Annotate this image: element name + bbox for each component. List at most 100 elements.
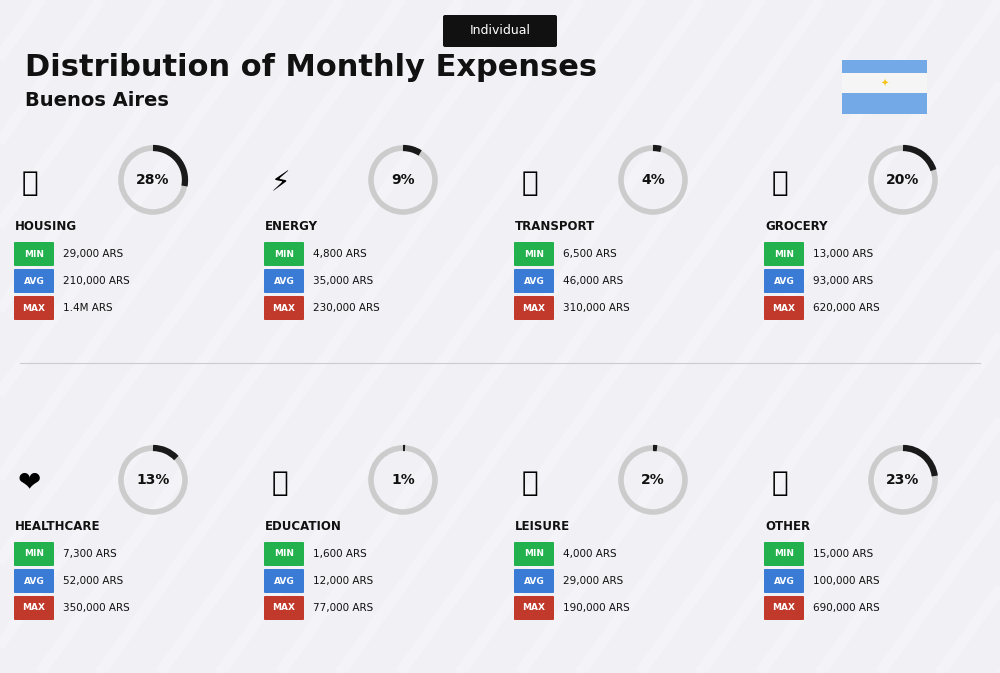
Text: 4%: 4%: [641, 173, 665, 187]
FancyBboxPatch shape: [514, 269, 554, 293]
Text: AVG: AVG: [274, 577, 294, 586]
Text: 6,500 ARS: 6,500 ARS: [563, 249, 617, 259]
Text: 77,000 ARS: 77,000 ARS: [313, 603, 373, 613]
Text: EDUCATION: EDUCATION: [265, 520, 342, 532]
Text: 13%: 13%: [136, 473, 170, 487]
Text: 1,600 ARS: 1,600 ARS: [313, 549, 367, 559]
FancyBboxPatch shape: [764, 242, 804, 266]
FancyBboxPatch shape: [514, 596, 554, 620]
FancyBboxPatch shape: [14, 596, 54, 620]
Text: Buenos Aires: Buenos Aires: [25, 92, 169, 110]
FancyBboxPatch shape: [842, 94, 927, 114]
Text: 210,000 ARS: 210,000 ARS: [63, 276, 130, 286]
Text: AVG: AVG: [524, 577, 544, 586]
Text: TRANSPORT: TRANSPORT: [515, 219, 595, 232]
FancyBboxPatch shape: [842, 73, 927, 94]
FancyBboxPatch shape: [264, 269, 304, 293]
Text: 💰: 💰: [772, 469, 788, 497]
Text: AVG: AVG: [24, 577, 44, 586]
Text: MAX: MAX: [773, 304, 796, 312]
FancyBboxPatch shape: [764, 596, 804, 620]
Text: 7,300 ARS: 7,300 ARS: [63, 549, 117, 559]
Text: 350,000 ARS: 350,000 ARS: [63, 603, 130, 613]
Text: MIN: MIN: [24, 250, 44, 258]
Text: MAX: MAX: [272, 304, 296, 312]
Text: 29,000 ARS: 29,000 ARS: [563, 576, 623, 586]
Text: 46,000 ARS: 46,000 ARS: [563, 276, 623, 286]
Text: 35,000 ARS: 35,000 ARS: [313, 276, 373, 286]
Text: 310,000 ARS: 310,000 ARS: [563, 303, 630, 313]
Text: MIN: MIN: [774, 549, 794, 559]
FancyBboxPatch shape: [764, 296, 804, 320]
Text: 29,000 ARS: 29,000 ARS: [63, 249, 123, 259]
Text: MAX: MAX: [22, 604, 45, 612]
Text: 20%: 20%: [886, 173, 920, 187]
FancyBboxPatch shape: [264, 596, 304, 620]
FancyBboxPatch shape: [264, 296, 304, 320]
Text: 4,000 ARS: 4,000 ARS: [563, 549, 617, 559]
FancyBboxPatch shape: [514, 542, 554, 566]
Text: LEISURE: LEISURE: [515, 520, 570, 532]
Text: HEALTHCARE: HEALTHCARE: [15, 520, 100, 532]
Text: AVG: AVG: [774, 577, 794, 586]
FancyBboxPatch shape: [764, 269, 804, 293]
FancyBboxPatch shape: [14, 269, 54, 293]
Text: ⚡: ⚡: [270, 169, 290, 197]
Text: 23%: 23%: [886, 473, 920, 487]
FancyBboxPatch shape: [764, 569, 804, 593]
Text: 620,000 ARS: 620,000 ARS: [813, 303, 880, 313]
FancyBboxPatch shape: [764, 542, 804, 566]
Text: Individual: Individual: [470, 24, 530, 38]
Text: MIN: MIN: [524, 250, 544, 258]
FancyBboxPatch shape: [842, 60, 927, 81]
FancyBboxPatch shape: [14, 569, 54, 593]
FancyBboxPatch shape: [14, 542, 54, 566]
Text: MIN: MIN: [774, 250, 794, 258]
Text: AVG: AVG: [274, 277, 294, 285]
Text: OTHER: OTHER: [765, 520, 810, 532]
Text: MAX: MAX: [773, 604, 796, 612]
FancyBboxPatch shape: [514, 569, 554, 593]
Text: 100,000 ARS: 100,000 ARS: [813, 576, 880, 586]
FancyBboxPatch shape: [264, 542, 304, 566]
Text: 12,000 ARS: 12,000 ARS: [313, 576, 373, 586]
Text: Distribution of Monthly Expenses: Distribution of Monthly Expenses: [25, 53, 597, 83]
Text: MAX: MAX: [523, 304, 546, 312]
Text: MAX: MAX: [272, 604, 296, 612]
FancyBboxPatch shape: [514, 296, 554, 320]
Text: 4,800 ARS: 4,800 ARS: [313, 249, 367, 259]
Text: 690,000 ARS: 690,000 ARS: [813, 603, 880, 613]
Text: 230,000 ARS: 230,000 ARS: [313, 303, 380, 313]
Text: 9%: 9%: [391, 173, 415, 187]
Text: ✦: ✦: [881, 79, 889, 89]
FancyBboxPatch shape: [264, 569, 304, 593]
FancyBboxPatch shape: [514, 242, 554, 266]
FancyBboxPatch shape: [443, 15, 557, 47]
Text: AVG: AVG: [24, 277, 44, 285]
Text: AVG: AVG: [524, 277, 544, 285]
FancyBboxPatch shape: [14, 242, 54, 266]
Text: MAX: MAX: [22, 304, 45, 312]
Text: 13,000 ARS: 13,000 ARS: [813, 249, 873, 259]
Text: MAX: MAX: [523, 604, 546, 612]
Text: 🎓: 🎓: [272, 469, 288, 497]
Text: 🚌: 🚌: [522, 169, 538, 197]
Text: 15,000 ARS: 15,000 ARS: [813, 549, 873, 559]
Text: MIN: MIN: [274, 250, 294, 258]
Text: 190,000 ARS: 190,000 ARS: [563, 603, 630, 613]
Text: 52,000 ARS: 52,000 ARS: [63, 576, 123, 586]
Text: 🛍️: 🛍️: [522, 469, 538, 497]
Text: 2%: 2%: [641, 473, 665, 487]
Text: ENERGY: ENERGY: [265, 219, 318, 232]
Text: AVG: AVG: [774, 277, 794, 285]
Text: 1%: 1%: [391, 473, 415, 487]
FancyBboxPatch shape: [14, 296, 54, 320]
Text: 🛒: 🛒: [772, 169, 788, 197]
Text: MIN: MIN: [524, 549, 544, 559]
Text: 1.4M ARS: 1.4M ARS: [63, 303, 113, 313]
Text: HOUSING: HOUSING: [15, 219, 77, 232]
Text: GROCERY: GROCERY: [765, 219, 828, 232]
Text: 🏢: 🏢: [22, 169, 38, 197]
Text: MIN: MIN: [274, 549, 294, 559]
Text: 93,000 ARS: 93,000 ARS: [813, 276, 873, 286]
